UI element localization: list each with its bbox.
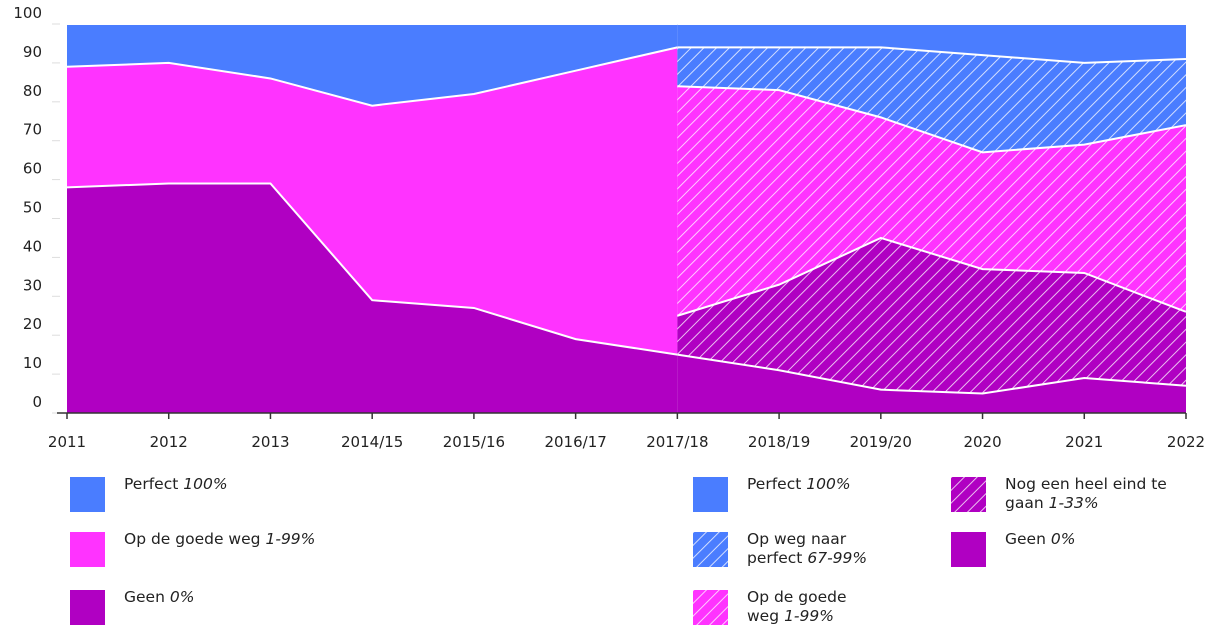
legend-swatch (693, 590, 728, 625)
x-tick-label: 2020 (963, 433, 1001, 451)
legend-label: Op de goede weg (124, 530, 261, 548)
x-tick-label: 2021 (1065, 433, 1103, 451)
area (677, 86, 1186, 316)
legend-label: Op weg naar perfect (747, 530, 847, 567)
legend-item: Perfect 100% (693, 475, 917, 512)
x-tick-label: 2017/18 (646, 433, 708, 451)
x-tick-label: 2016/17 (544, 433, 606, 451)
y-tick-label: 40 (23, 237, 42, 255)
y-tick-label: 50 (23, 199, 42, 217)
legend-item: Op de goede weg 1-99% (693, 588, 887, 626)
legend-item: Geen 0% (951, 530, 1195, 567)
x-tick-label: 2012 (150, 433, 188, 451)
area (677, 47, 1186, 153)
swatch (70, 532, 105, 567)
swatch (693, 477, 728, 512)
y-tick-label: 20 (23, 315, 42, 333)
legend-swatch (951, 532, 986, 567)
y-tick-label: 80 (23, 82, 42, 100)
legend-label: Perfect (747, 475, 802, 493)
area (677, 24, 1186, 63)
y-tick-label: 70 (23, 121, 42, 139)
area (677, 237, 1186, 394)
boundary-line (66, 182, 678, 356)
chart: 0 10 20 30 40 50 60 70 80 90 100 2011 2012 2013 2014/1… (13, 4, 1205, 451)
legend-range: 1-33% (1048, 494, 1099, 512)
boundary-line (677, 236, 1187, 317)
boundary-line (677, 46, 1187, 64)
legend-range: 0% (1050, 530, 1076, 548)
legend-swatch (693, 477, 728, 512)
legend-range: 1-99% (784, 607, 834, 625)
x-tick-label: 2011 (48, 433, 86, 451)
swatch (951, 532, 986, 567)
y-tick-label: 90 (23, 43, 42, 61)
legend-label: Nog een heel eind te gaan (1005, 475, 1167, 512)
y-tick-label: 30 (23, 276, 42, 294)
area (67, 24, 678, 106)
legend-label: Geen (1005, 530, 1046, 548)
swatch (951, 477, 986, 512)
y-tick-label: 10 (23, 354, 42, 372)
legend-range: 100% (806, 475, 851, 493)
legend-range: 0% (169, 588, 195, 606)
y-tick-label: 100 (13, 4, 42, 22)
x-tick-label: 2014/15 (341, 433, 403, 451)
boundary-line (677, 85, 1187, 154)
legend-label: Perfect (124, 475, 179, 493)
area (67, 183, 678, 413)
legend-swatch (693, 532, 728, 567)
legend-swatch (951, 477, 986, 512)
legend-swatch (70, 477, 105, 512)
boundary-line (66, 46, 678, 107)
legend-range: 1-99% (265, 530, 316, 548)
legend-item: Op de goede weg 1-99% (70, 530, 324, 567)
x-tick-label: 2018/19 (748, 433, 810, 451)
legend-range: 100% (183, 475, 228, 493)
legend-label: Geen (124, 588, 165, 606)
x-tick-label: 2022 (1167, 433, 1205, 451)
area (67, 47, 678, 355)
legend-range: 67-99% (807, 549, 868, 567)
legend-item: Op weg naar perfect 67-99% (693, 530, 897, 568)
y-tick-label: 0 (32, 393, 42, 411)
legend-label: Op de goede weg (747, 588, 847, 625)
legend-item: Perfect 100% (70, 475, 324, 512)
x-tick-label: 2015/16 (443, 433, 505, 451)
x-tick-label: 2013 (251, 433, 289, 451)
boundary-line (677, 353, 1187, 395)
area (677, 354, 1186, 413)
swatch (70, 477, 105, 512)
y-tick-label: 60 (23, 160, 42, 178)
legend-swatch (70, 590, 105, 625)
legend-swatch (70, 532, 105, 567)
swatch (70, 590, 105, 625)
swatch (693, 590, 728, 625)
legend-item: Geen 0% (70, 588, 324, 625)
legend-item: Nog een heel eind te gaan 1-33% (951, 475, 1195, 513)
x-tick-label: 2019/20 (850, 433, 912, 451)
swatch (693, 532, 728, 567)
